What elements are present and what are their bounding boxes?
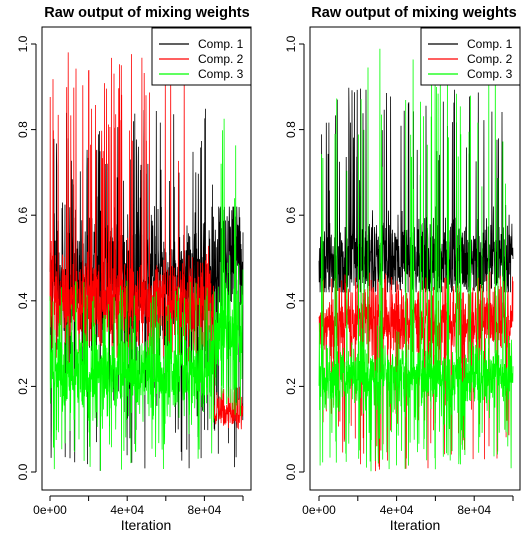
y-tick-label: 0.8 (16, 121, 30, 138)
y-tick-label: 0.4 (284, 292, 298, 309)
y-tick-label: 0.6 (16, 207, 30, 224)
legend-label: Comp. 3 (198, 67, 244, 81)
y-tick-label: 1.0 (284, 35, 298, 52)
legend-label: Comp. 2 (198, 52, 244, 66)
y-tick-label: 0.0 (16, 463, 30, 480)
series-line-comp-3 (49, 118, 244, 471)
legend-label: Comp. 3 (467, 67, 513, 81)
panel-left-plot-area: 0.0 0.2 0.4 0.6 0.8 1.0 0e+00 4e+04 8e+04 Comp. 1… (16, 26, 252, 517)
y-tick-label: 0.2 (16, 378, 30, 395)
x-tick-label: 0e+00 (33, 503, 67, 517)
panel-left-x-axis-label: Iteration (121, 517, 172, 533)
panel-right-plot-area: 0.0 0.2 0.4 0.6 0.8 1.0 0e+00 4e+04 8e+04 Comp. 1… (284, 26, 521, 517)
plot-frame (309, 26, 521, 491)
x-tick-label: 8e+04 (457, 503, 491, 517)
y-tick-label: 0.8 (284, 121, 298, 138)
panel-left: Raw output of mixing weights 0.00.20.40.… (16, 5, 252, 533)
y-tick-label: 0.6 (284, 207, 298, 224)
legend-label: Comp. 1 (198, 37, 244, 51)
legend-box (151, 27, 252, 86)
plot-frame (41, 26, 252, 491)
x-tick-label: 8e+04 (188, 503, 222, 517)
y-tick-label: 1.0 (16, 35, 30, 52)
y-tick-label: 0.2 (284, 378, 298, 395)
y-tick-label: 0.0 (284, 463, 298, 480)
series-line-comp-2 (49, 52, 244, 430)
series-line-comp-3 (318, 48, 514, 472)
panel-right-title: Raw output of mixing weights (311, 5, 516, 21)
panel-right: Raw output of mixing weights 0.00.20.40.… (284, 5, 521, 533)
series-line-comp-1 (318, 87, 514, 293)
x-tick-label: 0e+00 (302, 503, 336, 517)
legend-label: Comp. 1 (467, 37, 513, 51)
panel-right-x-axis-label: Iteration (390, 517, 441, 533)
y-tick-label: 0.4 (16, 292, 30, 309)
legend-box (420, 27, 521, 86)
x-tick-label: 4e+04 (110, 503, 144, 517)
legend-label: Comp. 2 (467, 52, 513, 66)
x-tick-label: 4e+04 (380, 503, 414, 517)
panel-left-title: Raw output of mixing weights (44, 5, 249, 21)
